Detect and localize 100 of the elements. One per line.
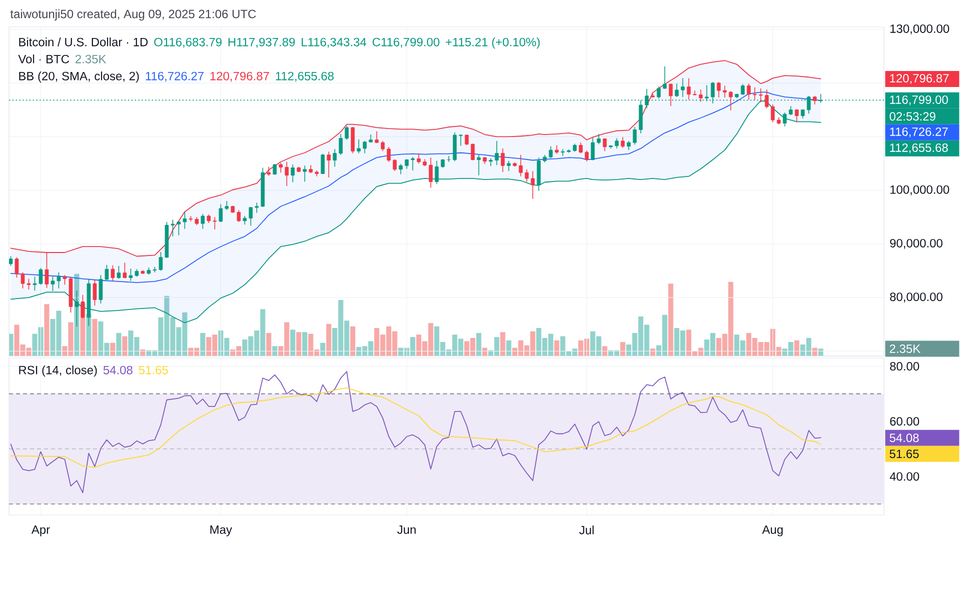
candlestick bbox=[110, 264, 115, 282]
bar bbox=[554, 340, 560, 356]
text: 54.08 bbox=[890, 434, 919, 442]
candlestick bbox=[590, 137, 595, 161]
bar bbox=[140, 349, 146, 356]
bar bbox=[602, 346, 608, 356]
candlestick bbox=[476, 154, 481, 176]
candlestick bbox=[740, 84, 745, 96]
bar bbox=[812, 348, 818, 356]
candlestick bbox=[620, 136, 625, 148]
candlestick bbox=[500, 148, 505, 172]
annotation: 120,796.87 bbox=[210, 72, 269, 82]
annotation: C116,799.00 bbox=[372, 38, 440, 48]
bar bbox=[272, 346, 278, 356]
annotation: 112,655.68 bbox=[276, 72, 334, 82]
annotation: 116,726.27 bbox=[146, 72, 204, 82]
candlestick bbox=[728, 90, 733, 111]
candlestick bbox=[674, 83, 679, 98]
bar bbox=[818, 348, 824, 356]
y-tick-label: 130,000.00 bbox=[890, 24, 950, 34]
candlestick bbox=[644, 88, 649, 109]
candlestick bbox=[434, 160, 439, 184]
candlestick bbox=[290, 164, 295, 183]
candlestick bbox=[596, 134, 601, 145]
candlestick bbox=[752, 86, 757, 100]
candlestick bbox=[116, 266, 121, 280]
annotation: 51.65 bbox=[138, 366, 168, 374]
candlestick bbox=[506, 160, 511, 172]
text: Bitcoin / U.S. Dollar · 1D bbox=[19, 37, 148, 46]
y-tick-label: 100,000.00 bbox=[890, 185, 950, 196]
bar bbox=[482, 348, 488, 356]
candlestick bbox=[614, 138, 619, 149]
bar bbox=[326, 324, 332, 356]
candlestick bbox=[668, 83, 673, 106]
bar bbox=[296, 332, 302, 356]
y-tick-label: 40.00 bbox=[890, 472, 920, 481]
candlestick bbox=[326, 151, 331, 178]
text: RSI (14, close) bbox=[19, 365, 97, 377]
candlestick bbox=[632, 126, 637, 146]
candlestick bbox=[662, 66, 667, 90]
candlestick bbox=[788, 106, 793, 116]
candlestick bbox=[782, 112, 787, 127]
candlestick bbox=[524, 168, 529, 182]
bar bbox=[116, 332, 122, 356]
bar bbox=[302, 332, 308, 356]
bar bbox=[650, 348, 656, 356]
ref-line-label: 116,799.00 bbox=[890, 95, 948, 106]
annotation: 2.35K bbox=[76, 54, 106, 64]
bar bbox=[476, 332, 482, 356]
candlestick bbox=[494, 140, 499, 166]
candlestick bbox=[686, 78, 691, 100]
candlestick bbox=[350, 126, 355, 154]
text: 51.65 bbox=[890, 450, 919, 458]
candlestick bbox=[458, 134, 463, 146]
bar bbox=[122, 336, 128, 356]
candlestick bbox=[320, 153, 325, 174]
text: 116,726.27 bbox=[890, 127, 948, 138]
text: 112,655.68 bbox=[890, 143, 948, 154]
annotation: O116,683.79 bbox=[154, 38, 222, 48]
candlestick bbox=[758, 88, 763, 103]
bar bbox=[110, 342, 116, 356]
candlestick bbox=[602, 138, 607, 152]
bar bbox=[44, 304, 50, 356]
candlestick bbox=[746, 83, 751, 100]
candlestick bbox=[764, 89, 769, 109]
annotation: L116,343.34 bbox=[302, 38, 366, 48]
annotation: +115.21 (+0.10%) bbox=[446, 37, 540, 49]
y-tick-label: 80.00 bbox=[890, 362, 920, 371]
candlestick bbox=[794, 108, 799, 123]
candlestick bbox=[518, 154, 523, 177]
bar bbox=[200, 332, 206, 356]
candlestick bbox=[722, 85, 727, 98]
x-tick-label: May bbox=[210, 526, 232, 536]
x-tick-label: Jul bbox=[579, 526, 594, 534]
y-tick-label: 60.00 bbox=[890, 417, 920, 426]
bar bbox=[290, 330, 296, 356]
text: 02:53:29 bbox=[890, 112, 936, 121]
candlestick bbox=[584, 150, 589, 162]
candlestick bbox=[464, 134, 469, 146]
x-tick-label: Jun bbox=[397, 526, 416, 534]
annotation: H117,937.89 bbox=[228, 38, 295, 48]
bar bbox=[266, 332, 272, 356]
candlestick bbox=[266, 166, 271, 176]
candlestick bbox=[470, 143, 475, 161]
chart-subtitle: taiwotunji50 created, Aug 09, 2025 21:06 UTC bbox=[10, 9, 256, 21]
candlestick bbox=[548, 146, 553, 159]
bar bbox=[92, 318, 98, 356]
annotation: 54.08 bbox=[103, 366, 132, 374]
candlestick bbox=[578, 142, 583, 154]
bar bbox=[320, 342, 326, 356]
candlestick bbox=[770, 104, 775, 123]
candlestick bbox=[200, 213, 205, 230]
text: 120,796.87 bbox=[890, 74, 949, 84]
legend-title: BB (20, SMA, close, 2) bbox=[19, 71, 139, 83]
y-tick-label: 80,000.00 bbox=[890, 292, 942, 302]
bar bbox=[668, 284, 674, 356]
bar bbox=[506, 340, 512, 356]
candlestick bbox=[530, 170, 535, 200]
candlestick bbox=[680, 78, 685, 98]
candlestick bbox=[698, 89, 703, 102]
